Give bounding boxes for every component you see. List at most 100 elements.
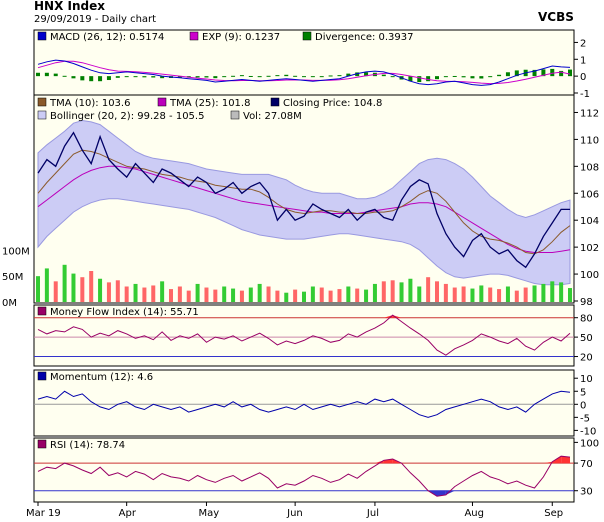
price-legend-label: Bollinger (20, 2): 99.28 - 105.5 <box>50 111 204 122</box>
divergence-bar <box>36 72 40 77</box>
mfi-panel-frame <box>33 304 575 367</box>
divergence-bar <box>452 75 457 77</box>
divergence-bar <box>417 76 422 83</box>
divergence-bar <box>319 76 324 78</box>
volume-bar <box>89 271 94 302</box>
divergence-bar <box>248 75 253 77</box>
divergence-bar <box>106 76 111 81</box>
price-legend-swatch <box>230 110 240 120</box>
volume-bar <box>302 291 306 302</box>
price-legend-item: Bollinger (20, 2): 99.28 - 105.5 <box>37 110 204 122</box>
volume-bar <box>115 280 120 302</box>
divergence-bar <box>142 76 147 78</box>
divergence-bar <box>44 72 49 77</box>
divergence-bar <box>505 72 510 77</box>
rsi-zone-fill <box>543 461 553 464</box>
divergence-bar <box>204 76 209 78</box>
momentum-y-tick-label: -10 <box>580 426 596 437</box>
divergence-bar <box>195 76 200 78</box>
divergence-bar <box>80 76 85 81</box>
divergence-bar <box>435 76 439 80</box>
rsi-y-tick-label: 70 <box>580 459 593 470</box>
divergence-bar <box>53 73 58 77</box>
volume-bar <box>514 290 519 302</box>
macd-legend-swatch <box>302 31 312 41</box>
volume-bar <box>390 280 395 302</box>
rsi-zone-fill <box>561 456 570 464</box>
divergence-bar <box>408 76 413 82</box>
price-y-tick-label: 100 <box>580 270 599 281</box>
volume-bar <box>355 288 360 302</box>
price-legend-item: Vol: 27.08M <box>230 110 302 122</box>
rsi-zone-fill <box>374 460 384 464</box>
price-y-tick-label: 110 <box>580 135 599 146</box>
volume-bar <box>532 285 537 302</box>
divergence-bar <box>98 76 103 82</box>
volume-bar <box>248 287 253 302</box>
momentum-y-tick-label: 10 <box>580 374 593 385</box>
volume-bar <box>461 286 466 302</box>
rsi-zone-fill <box>383 458 393 464</box>
closing-price-line <box>37 131 570 269</box>
price-legend-item: TMA (10): 103.6 <box>37 97 130 109</box>
volume-bar <box>284 292 289 302</box>
volume-bar <box>133 283 138 302</box>
macd-legend-swatch <box>37 31 47 41</box>
volume-tick-label: 100M <box>2 246 30 257</box>
x-tick-label: Sep <box>544 508 563 519</box>
volume-bar <box>71 273 76 302</box>
volume-bar <box>364 289 369 302</box>
momentum-legend-swatch <box>37 371 47 381</box>
volume-bar <box>399 282 404 302</box>
volume-bar <box>310 286 315 302</box>
divergence-bar <box>346 73 351 77</box>
divergence-bar <box>550 68 555 77</box>
volume-bar <box>106 282 111 302</box>
mfi-y-tick-label: 20 <box>580 353 593 364</box>
divergence-bar <box>124 76 129 78</box>
volume-bar <box>62 264 67 302</box>
x-tick-label: Jul <box>366 508 379 519</box>
volume-bar <box>568 288 572 302</box>
volume-bar <box>452 287 457 302</box>
price-y-tick-label: 102 <box>580 243 599 254</box>
volume-bar <box>213 289 218 302</box>
divergence-bar <box>89 76 94 82</box>
momentum-y-tick-label: 5 <box>580 387 586 398</box>
volume-bar <box>36 276 40 302</box>
volume-bar <box>204 287 209 302</box>
rsi-panel-frame <box>33 437 575 503</box>
momentum-y-tick-label: -5 <box>580 413 590 424</box>
price-y-tick-label: 108 <box>580 162 599 173</box>
volume-bar <box>435 281 439 302</box>
volume-bar <box>346 286 351 302</box>
divergence-bar <box>355 72 360 77</box>
divergence-bar <box>151 76 156 78</box>
volume-bar <box>293 289 298 302</box>
price-legend-label: Vol: 27.08M <box>243 111 302 122</box>
volume-bar <box>381 281 386 302</box>
macd-legend-label: MACD (26, 12): 0.5174 <box>50 32 164 43</box>
chart-subtitle: 29/09/2019 - Daily chart <box>34 14 156 25</box>
volume-bar <box>257 283 262 302</box>
mfi-y-tick-label: 80 <box>580 314 593 325</box>
volume-bar <box>443 283 448 302</box>
tma25-line <box>37 165 571 253</box>
divergence-bar <box>115 76 120 78</box>
volume-bar <box>319 287 324 302</box>
volume-bar <box>541 283 546 302</box>
x-tick-label: May <box>198 508 219 519</box>
price-legend-label: Closing Price: 104.8 <box>283 98 382 109</box>
macd-y-tick-label: 2 <box>580 38 586 49</box>
volume-bar <box>169 289 173 302</box>
volume-bar <box>266 286 271 302</box>
volume-bar <box>239 290 244 302</box>
divergence-bar <box>426 76 431 82</box>
price-y-tick-label: 112 <box>580 108 599 119</box>
divergence-bar <box>541 69 546 77</box>
divergence-bar <box>222 76 227 78</box>
divergence-bar <box>266 75 271 77</box>
divergence-bar <box>284 74 289 77</box>
divergence-bar <box>213 76 218 79</box>
volume-bar <box>372 283 377 302</box>
